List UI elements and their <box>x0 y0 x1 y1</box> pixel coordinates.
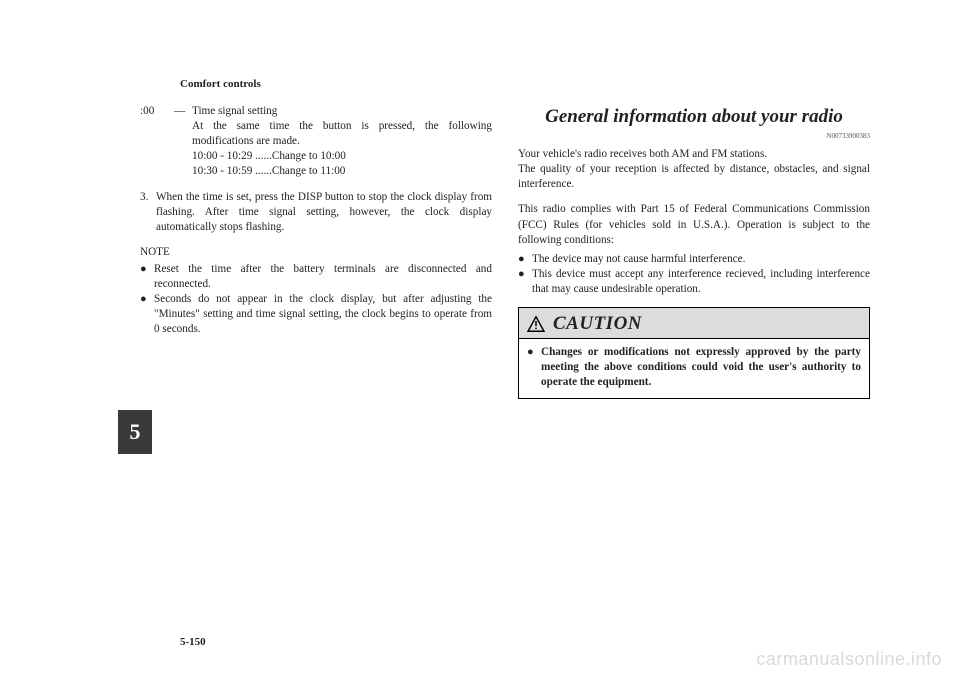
bullet-text: This device must accept any interference… <box>532 267 870 297</box>
warning-triangle-icon <box>527 316 545 332</box>
bullet-icon: ● <box>518 252 532 267</box>
fcc-bullets: ● The device may not cause harmful inter… <box>518 252 870 297</box>
def-title: Time signal setting <box>192 104 492 119</box>
two-column-layout: :00 — Time signal setting At the same ti… <box>140 104 870 399</box>
chapter-tab: 5 <box>118 410 152 454</box>
note-bullets: ● Reset the time after the battery termi… <box>140 262 492 338</box>
p1a: Your vehicle's radio receives both AM an… <box>518 148 767 160</box>
def-line3: 10:30 - 10:59 ......Change to 11:00 <box>192 164 492 179</box>
bullet-text: Reset the time after the battery termina… <box>154 262 492 292</box>
caution-body: ● Changes or modifications not expressly… <box>519 339 869 398</box>
reference-number: N00733900383 <box>518 132 870 141</box>
bullet-icon: ● <box>518 267 532 297</box>
fcc-bullet-2: ● This device must accept any interferen… <box>518 267 870 297</box>
note-bullet-2: ● Seconds do not appear in the clock dis… <box>140 292 492 337</box>
watermark: carmanualsonline.info <box>756 649 942 670</box>
bullet-text: The device may not cause harmful interfe… <box>532 252 870 267</box>
p1b: The quality of your reception is affecte… <box>518 163 870 190</box>
step-text: When the time is set, press the DISP but… <box>156 190 492 235</box>
section-heading: Comfort controls <box>180 78 261 90</box>
note-bullet-1: ● Reset the time after the battery termi… <box>140 262 492 292</box>
bullet-icon: ● <box>527 345 541 390</box>
caution-text: Changes or modifications not expressly a… <box>541 345 861 390</box>
chapter-number: 5 <box>130 419 141 445</box>
bullet-icon: ● <box>140 262 154 292</box>
right-column: General information about your radio N00… <box>518 104 870 399</box>
radio-heading: General information about your radio <box>518 104 870 130</box>
step-number: 3. <box>140 190 156 235</box>
paragraph-2: This radio complies with Part 15 of Fede… <box>518 202 870 247</box>
page-number: 5-150 <box>180 636 206 648</box>
caution-header: CAUTION <box>519 308 869 339</box>
bullet-text: Seconds do not appear in the clock displ… <box>154 292 492 337</box>
step-3: 3. When the time is set, press the DISP … <box>140 190 492 235</box>
def-dash: — <box>174 104 192 180</box>
fcc-bullet-1: ● The device may not cause harmful inter… <box>518 252 870 267</box>
caution-box: CAUTION ● Changes or modifications not e… <box>518 307 870 399</box>
def-line1: At the same time the button is pressed, … <box>192 119 492 149</box>
note-heading: NOTE <box>140 245 492 260</box>
caution-bullet: ● Changes or modifications not expressly… <box>527 345 861 390</box>
def-line2: 10:00 - 10:29 ......Change to 10:00 <box>192 149 492 164</box>
def-value: Time signal setting At the same time the… <box>192 104 492 180</box>
bullet-icon: ● <box>140 292 154 337</box>
def-key: :00 <box>140 104 174 180</box>
caution-label: CAUTION <box>553 311 642 337</box>
paragraph-1: Your vehicle's radio receives both AM an… <box>518 147 870 192</box>
manual-page: Comfort controls :00 — Time signal setti… <box>0 0 960 678</box>
left-column: :00 — Time signal setting At the same ti… <box>140 104 492 399</box>
time-signal-def: :00 — Time signal setting At the same ti… <box>140 104 492 180</box>
